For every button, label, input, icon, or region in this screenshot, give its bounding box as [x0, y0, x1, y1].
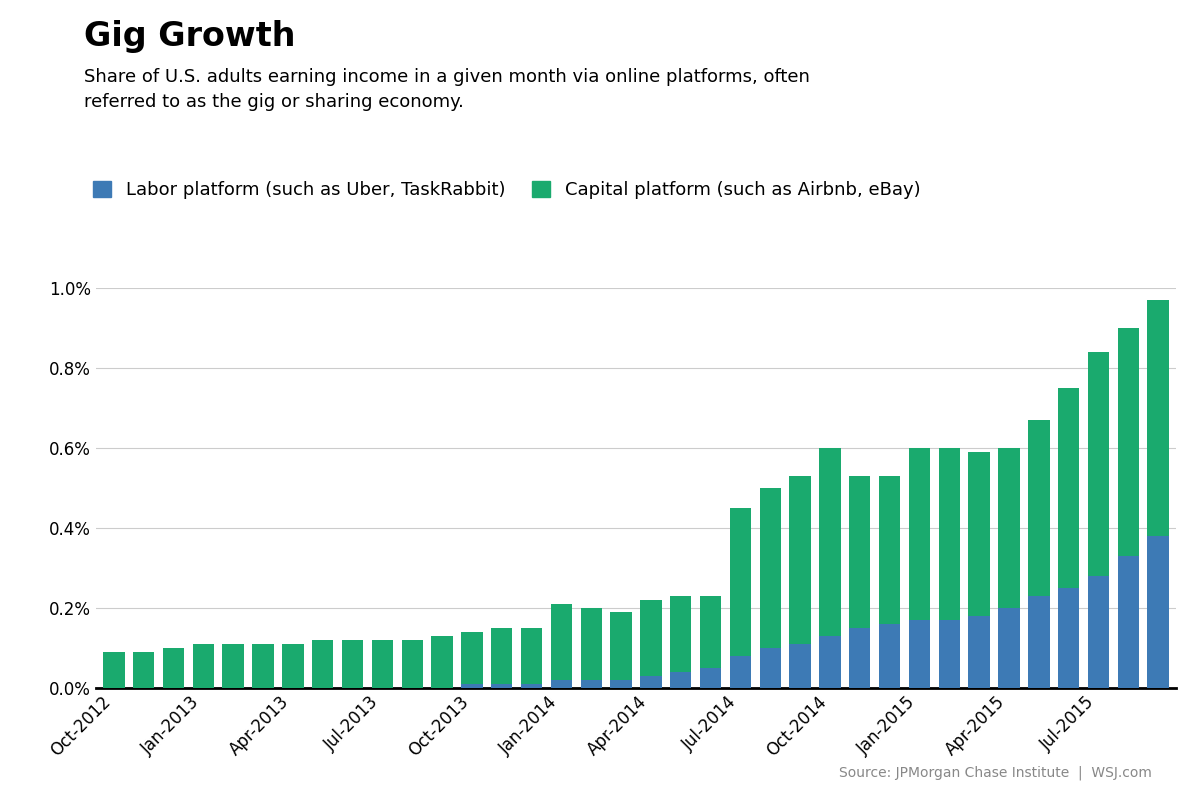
Bar [551, 680, 572, 688]
Text: Share of U.S. adults earning income in a given month via online platforms, often: Share of U.S. adults earning income in a… [84, 68, 810, 111]
Bar [700, 668, 721, 688]
Text: Source: JPMorgan Chase Institute  |  WSJ.com: Source: JPMorgan Chase Institute | WSJ.c… [839, 766, 1152, 780]
Bar [1147, 300, 1169, 536]
Bar [581, 680, 602, 688]
Bar [1087, 352, 1109, 576]
Bar [820, 636, 841, 688]
Bar [730, 508, 751, 656]
Bar [908, 448, 930, 620]
Bar [878, 476, 900, 624]
Bar [282, 644, 304, 688]
Bar [998, 448, 1020, 608]
Bar [431, 636, 452, 688]
Bar [1117, 328, 1139, 556]
Bar [938, 620, 960, 688]
Bar [372, 640, 394, 688]
Bar [820, 448, 841, 636]
Bar [1058, 388, 1079, 588]
Bar [581, 608, 602, 680]
Bar [193, 644, 214, 688]
Bar [252, 644, 274, 688]
Bar [998, 608, 1020, 688]
Bar [850, 476, 870, 628]
Bar [491, 628, 512, 684]
Bar [670, 596, 691, 672]
Bar [551, 604, 572, 680]
Bar [790, 644, 811, 688]
Bar [133, 652, 155, 688]
Bar [103, 652, 125, 688]
Bar [342, 640, 364, 688]
Bar [312, 640, 334, 688]
Bar [521, 628, 542, 684]
Bar [640, 600, 661, 676]
Bar [700, 596, 721, 668]
Bar [908, 620, 930, 688]
Text: Gig Growth: Gig Growth [84, 20, 295, 53]
Bar [1028, 596, 1050, 688]
Bar [730, 656, 751, 688]
Bar [1147, 536, 1169, 688]
Bar [850, 628, 870, 688]
Bar [1058, 588, 1079, 688]
Bar [491, 684, 512, 688]
Bar [163, 648, 185, 688]
Bar [790, 476, 811, 644]
Bar [222, 644, 244, 688]
Bar [461, 684, 482, 688]
Bar [878, 624, 900, 688]
Bar [938, 448, 960, 620]
Bar [968, 452, 990, 616]
Bar [670, 672, 691, 688]
Bar [760, 648, 781, 688]
Bar [611, 680, 632, 688]
Legend: Labor platform (such as Uber, TaskRabbit), Capital platform (such as Airbnb, eBa: Labor platform (such as Uber, TaskRabbit… [94, 181, 920, 199]
Bar [760, 488, 781, 648]
Bar [1028, 420, 1050, 596]
Bar [1087, 576, 1109, 688]
Bar [968, 616, 990, 688]
Bar [521, 684, 542, 688]
Bar [1117, 556, 1139, 688]
Bar [611, 612, 632, 680]
Bar [402, 640, 422, 688]
Bar [461, 632, 482, 684]
Bar [640, 676, 661, 688]
